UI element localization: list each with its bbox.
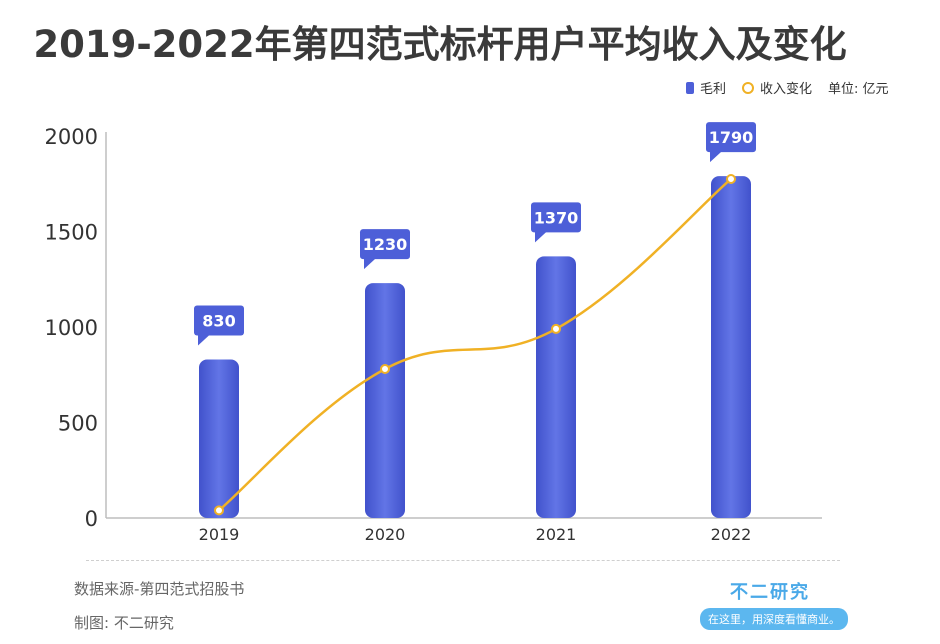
bar-legend-swatch [686,81,694,94]
x-tick-label: 2022 [711,525,752,544]
chart-credit: 制图: 不二研究 [74,614,174,632]
footer-divider [86,560,840,561]
bar-legend-label: 毛利 [700,82,727,97]
line-series-path [218,178,732,512]
data-label-text: 830 [202,311,235,330]
brand-slogan: 在这里，用深度看懂商业。 [700,608,848,630]
line-point [551,323,561,334]
chart-title: 2019-2022年第四范式标杆用户平均收入及变化 [33,23,847,66]
x-tick-label: 2021 [536,525,577,544]
brand-logo: 不二研究 在这里，用深度看懂商业。 [700,578,848,630]
line-legend-label: 收入变化 [760,82,813,97]
bar [536,256,576,518]
line-point [214,505,224,516]
data-label: 1370 [531,202,581,243]
y-tick-label: 1000 [45,316,98,340]
data-label-bubble [706,122,756,153]
data-label: 1230 [360,229,410,270]
data-source: 数据来源-第四范式招股书 [74,580,245,598]
line-point [380,364,390,375]
data-label-text: 1230 [363,235,408,254]
brand-name: 不二研究 [730,582,810,603]
data-label: 1790 [706,122,756,163]
data-label-bubble [531,202,581,233]
data-label-text: 1370 [534,208,579,227]
y-tick-label: 1500 [45,221,98,245]
x-tick-label: 2020 [365,525,406,544]
y-tick-label: 0 [85,507,98,531]
bar [365,283,405,518]
x-tick-label: 2019 [199,525,240,544]
line-legend-swatch [742,81,755,94]
bar [199,359,239,518]
y-tick-label: 2000 [45,125,98,149]
chart-plot: 0 500 1000 1500 2000 2019 2020 2021 2022 830 1230… [45,122,822,544]
data-label-pointer [198,334,210,346]
unit-label: 单位: 亿元 [828,82,889,97]
data-label-pointer [364,258,376,270]
data-label-text: 1790 [709,128,754,147]
bar [711,176,751,519]
data-label-pointer [710,151,722,163]
data-label-bubble [194,305,244,336]
line-point [726,173,736,184]
data-label-bubble [360,229,410,260]
y-tick-label: 500 [58,412,98,436]
chart-legend: 毛利 收入变化 单位: 亿元 [686,78,889,97]
data-label-pointer [535,231,547,243]
data-label: 830 [194,305,244,346]
